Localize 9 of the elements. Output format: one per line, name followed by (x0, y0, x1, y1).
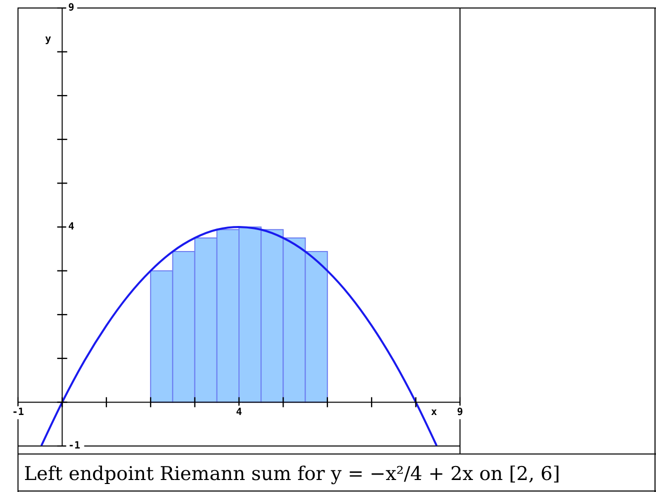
y-tick-label: 4 (68, 222, 74, 233)
x-tick-label: 4 (236, 407, 242, 418)
text: Left endpoint Riemann sum for y = −x²/4 + 2x on [2, 6] (24, 463, 560, 485)
x-tick-label: -1 (12, 407, 24, 418)
y-axis-title: y (45, 34, 52, 45)
y-tick-label: 9 (68, 2, 74, 14)
x-tick-label: 9 (456, 407, 464, 418)
y-tick-label: -1 (68, 440, 80, 452)
x-axis-title: x (430, 407, 438, 418)
